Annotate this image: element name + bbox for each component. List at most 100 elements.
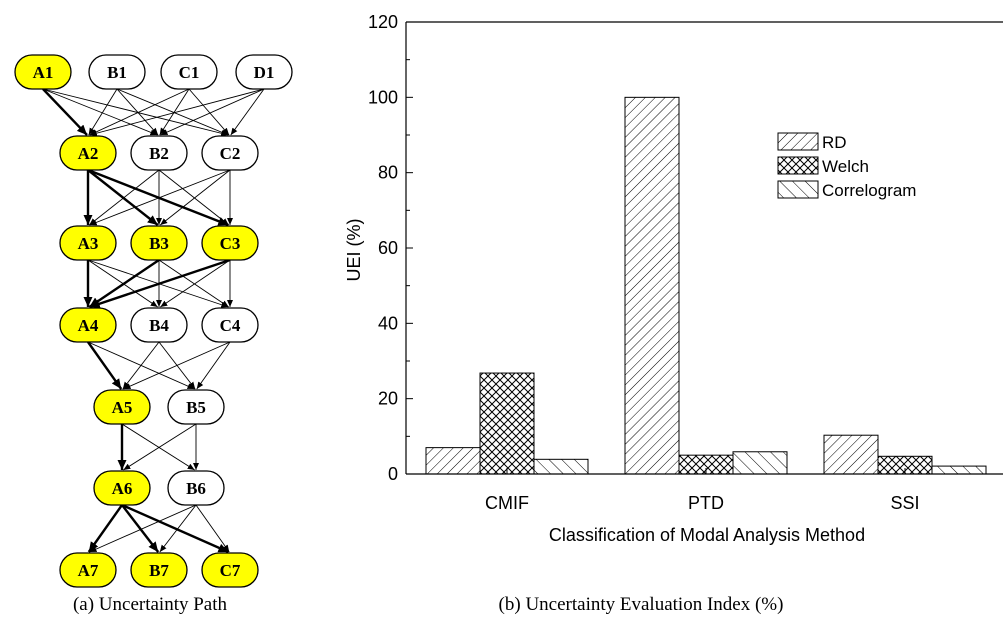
- node-shape: [130, 135, 188, 171]
- y-tick-label: 20: [378, 389, 398, 409]
- legend-swatch-welch: [777, 156, 819, 175]
- bar-ssi-rd: [823, 434, 879, 475]
- node-shape: [167, 389, 225, 425]
- node-shape: [201, 135, 259, 171]
- edge-c3-b4: [160, 259, 231, 308]
- y-tick-label: 40: [378, 313, 398, 333]
- edge-c2-b3: [159, 169, 231, 226]
- node-label: B2: [149, 144, 169, 163]
- node-label: A1: [33, 63, 54, 82]
- edge-b1-b2: [116, 88, 159, 136]
- y-tick-label: 0: [388, 464, 398, 484]
- edge-b2-a3: [88, 169, 160, 226]
- bar-cmif-correlogram: [533, 458, 589, 475]
- edge-d1-c2: [230, 88, 265, 136]
- edge-b3-c4: [158, 259, 229, 308]
- edge-c2-a3: [89, 169, 231, 226]
- node-label: C3: [220, 234, 241, 253]
- edge-a6-a7: [87, 504, 123, 553]
- node-b4: B4: [130, 307, 188, 343]
- node-a7: A7: [59, 552, 117, 588]
- node-label: B7: [149, 561, 169, 580]
- edge-b5-a6: [123, 423, 197, 471]
- node-label: A5: [112, 398, 133, 417]
- node-label: B4: [149, 316, 169, 335]
- edge-a1-b2: [42, 88, 158, 136]
- edge-a6-b7: [121, 504, 160, 553]
- node-label: A6: [112, 479, 133, 498]
- node-shape: [201, 307, 259, 343]
- legend-label-correlogram: Correlogram: [822, 181, 916, 200]
- edge-a1-a2: [42, 88, 88, 136]
- bar-ptd-correlogram: [732, 451, 788, 475]
- chart-ticks: CMIF PTD SSI 0 20 40 60 80 100 120: [368, 12, 920, 513]
- node-c1: C1: [160, 54, 218, 90]
- node-b3: B3: [130, 225, 188, 261]
- node-c2: C2: [201, 135, 259, 171]
- edge-a5-b6: [121, 423, 195, 471]
- edge-c3-a4: [89, 258, 231, 309]
- node-shape: [201, 552, 259, 588]
- bar-cmif-welch: [479, 372, 535, 475]
- edge-b3-a4: [88, 259, 160, 308]
- edge-c1-a2: [89, 88, 190, 136]
- node-b5: B5: [167, 389, 225, 425]
- node-shape: [167, 470, 225, 506]
- node-label: B6: [186, 479, 206, 498]
- node-label: C2: [220, 144, 241, 163]
- y-tick-label: 60: [378, 238, 398, 258]
- uncertainty-path-diagram: A1 B1 C1 D1 A2 B2 C2 A3 B3 C3 A4 B4 C4 A5 B5 A6 B6 A7 B7 C7: [14, 54, 293, 588]
- node-a1: A1: [14, 54, 72, 90]
- diagram-edges: [42, 88, 265, 554]
- node-b6: B6: [167, 470, 225, 506]
- edge-a4-a5: [87, 341, 123, 390]
- node-label: C7: [220, 561, 241, 580]
- node-c3: C3: [201, 225, 259, 261]
- bar-ptd-rd: [624, 96, 680, 475]
- edge-d1-a2: [89, 88, 265, 137]
- node-label: B3: [149, 234, 169, 253]
- node-label: D1: [254, 63, 275, 82]
- legend-label-rd: RD: [822, 133, 847, 152]
- node-shape: [130, 307, 188, 343]
- bar-cmif-rd: [425, 447, 481, 475]
- y-tick-label: 100: [368, 87, 398, 107]
- uei-bar-chart: CMIF PTD SSI 0 20 40 60 80 100 120 UEI (%) Classi…: [344, 12, 1003, 545]
- y-axis-title: UEI (%): [344, 219, 364, 282]
- node-label: A4: [78, 316, 99, 335]
- edge-c4-b5: [196, 341, 231, 390]
- diagram-caption: (a) Uncertainty Path: [73, 594, 228, 615]
- edge-b4-a5: [122, 341, 160, 390]
- edge-a2-c3: [87, 168, 229, 227]
- x-axis-title: Classification of Modal Analysis Method: [549, 525, 865, 545]
- legend-label-welch: Welch: [822, 157, 869, 176]
- x-tick-label: SSI: [890, 493, 919, 513]
- edge-c4-a5: [123, 341, 231, 390]
- node-label: C4: [220, 316, 241, 335]
- chart-caption: (b) Uncertainty Evaluation Index (%): [499, 594, 784, 615]
- node-b2: B2: [130, 135, 188, 171]
- node-shape: [93, 470, 151, 506]
- node-label: B5: [186, 398, 206, 417]
- bars-group: [425, 96, 987, 475]
- node-c7: C7: [201, 552, 259, 588]
- node-shape: [59, 225, 117, 261]
- node-b7: B7: [130, 552, 188, 588]
- y-tick-label: 80: [378, 163, 398, 183]
- node-shape: [130, 225, 188, 261]
- x-tick-label: PTD: [688, 493, 724, 513]
- edge-b6-c7: [195, 504, 230, 553]
- edge-b6-a7: [89, 504, 197, 553]
- node-c4: C4: [201, 307, 259, 343]
- edge-b6-b7: [159, 504, 197, 553]
- node-label: C1: [179, 63, 200, 82]
- legend-swatch-correlogram: [777, 180, 819, 199]
- node-a4: A4: [59, 307, 117, 343]
- edge-c1-b2: [159, 88, 190, 136]
- node-b1: B1: [88, 54, 146, 90]
- node-shape: [93, 389, 151, 425]
- node-shape: [59, 307, 117, 343]
- edge-b1-c2: [116, 88, 229, 136]
- edge-c1-c2: [188, 88, 230, 136]
